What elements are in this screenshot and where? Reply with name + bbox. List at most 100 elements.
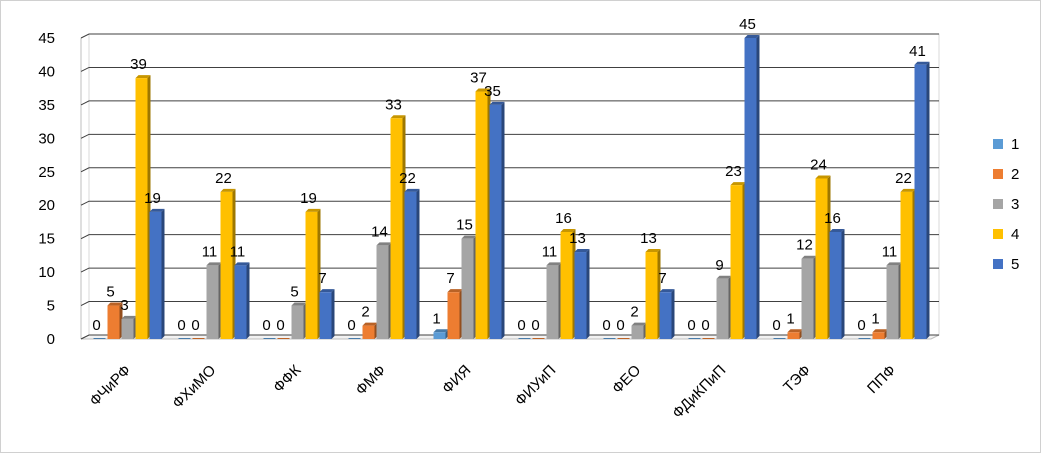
bar-front [404, 191, 417, 339]
bar-top [574, 249, 590, 253]
gridlines [80, 33, 939, 340]
data-label: 3 [120, 297, 128, 314]
data-label: 12 [796, 237, 813, 254]
data-label: 37 [470, 70, 487, 87]
bar-top [433, 329, 449, 333]
bar-top [362, 322, 378, 326]
bar-front [475, 91, 488, 339]
bar [815, 175, 831, 339]
legend-swatch [993, 259, 1003, 269]
y-tick-label: 45 [38, 30, 55, 47]
data-label: 14 [371, 223, 388, 240]
bar-top [305, 208, 321, 212]
bar-front [532, 338, 545, 339]
bar [192, 338, 205, 339]
bar-front [461, 238, 474, 339]
bar-top [390, 115, 406, 119]
legend-label: 4 [1011, 226, 1019, 243]
bar-top [376, 242, 392, 246]
bar [234, 262, 250, 339]
bar-side [501, 101, 505, 339]
bar-top [801, 255, 817, 259]
bar-front [829, 231, 842, 339]
bar-side [671, 289, 675, 339]
x-tick-label: ТЭФ [780, 362, 814, 396]
data-label: 0 [772, 317, 780, 334]
bar-side [246, 262, 250, 339]
gridline [80, 133, 939, 139]
bar [829, 228, 845, 339]
bar-top [631, 322, 647, 326]
data-label: 45 [739, 16, 756, 33]
bar [404, 188, 420, 339]
bar [518, 338, 531, 339]
bar-front [192, 338, 205, 339]
data-label: 0 [616, 317, 624, 334]
bar [631, 322, 647, 339]
bar-front [744, 38, 757, 339]
data-label: 11 [202, 243, 218, 260]
data-label: 19 [300, 190, 317, 207]
bar-front [518, 338, 531, 339]
legend-item: 4 [993, 226, 1019, 243]
legend-label: 3 [1011, 196, 1019, 213]
bar [546, 262, 562, 339]
bar-front [107, 305, 120, 339]
legend-item: 3 [993, 196, 1019, 213]
bar [263, 338, 276, 339]
bar-front [631, 325, 644, 339]
data-label: 0 [517, 317, 525, 334]
gridline [80, 33, 939, 39]
bar-top [475, 88, 491, 92]
bar-top [815, 175, 831, 179]
bar-front [617, 338, 630, 339]
legend-item: 1 [993, 136, 1019, 153]
bar-front [872, 332, 885, 339]
bar [574, 249, 590, 339]
bar [645, 249, 661, 339]
bar-front [433, 332, 446, 339]
x-tick-label: ФИУиП [512, 362, 560, 410]
bar [872, 329, 888, 339]
bar-side [161, 208, 165, 339]
bar [291, 302, 307, 339]
bar [277, 338, 290, 339]
bar [716, 275, 732, 339]
data-label: 0 [347, 317, 355, 334]
y-tick-label: 20 [38, 197, 55, 214]
y-tick-label: 10 [38, 264, 55, 281]
bar-top [872, 329, 888, 333]
x-tick-label: ФДиКПиП [669, 362, 729, 422]
data-label: 7 [446, 270, 454, 287]
bar-front [489, 104, 502, 339]
y-tick-label: 35 [38, 97, 55, 114]
data-label: 1 [432, 310, 440, 327]
bar-top [489, 101, 505, 105]
bar-front [263, 338, 276, 339]
bar-front [659, 292, 672, 339]
data-label: 0 [92, 317, 100, 334]
data-label: 5 [290, 284, 298, 301]
bar-front [319, 292, 332, 339]
bar-front [291, 305, 304, 339]
gridline [80, 100, 939, 106]
bar-front [773, 338, 786, 339]
data-label: 16 [555, 210, 572, 227]
bar [135, 75, 151, 339]
bar-front [702, 338, 715, 339]
data-label: 9 [715, 257, 723, 274]
data-label: 0 [262, 317, 270, 334]
bar-front [900, 191, 913, 339]
bar-front [376, 245, 389, 339]
bar [433, 329, 449, 339]
gridline [80, 167, 939, 173]
data-label: 0 [531, 317, 539, 334]
legend-label: 5 [1011, 256, 1019, 273]
data-label: 0 [177, 317, 185, 334]
data-label: 11 [230, 243, 246, 260]
bar [900, 188, 916, 339]
bar [348, 338, 361, 339]
bar-side [416, 188, 420, 339]
